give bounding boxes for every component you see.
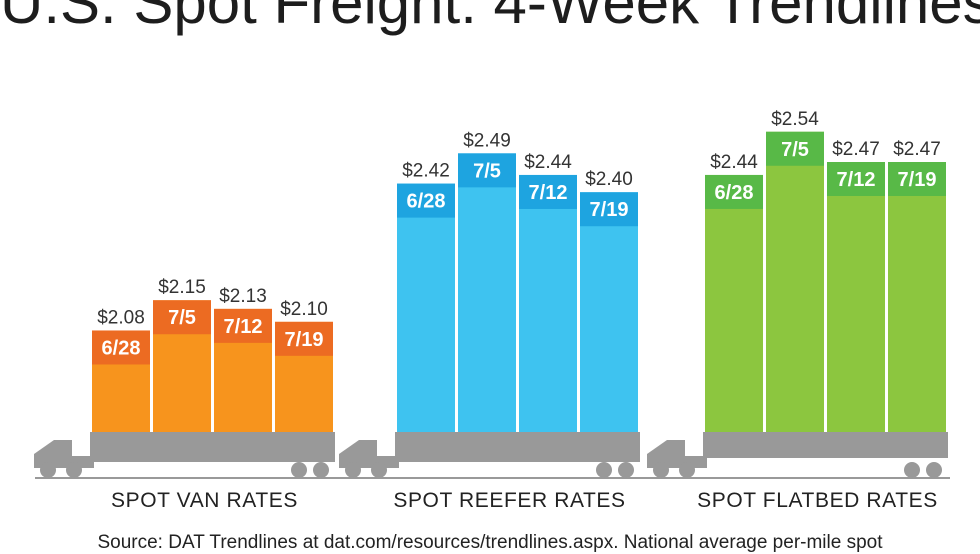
bar-date-band: [153, 300, 211, 335]
bar-date-label: 7/19: [590, 199, 629, 221]
bar-date-band: [92, 330, 150, 365]
bar-value-label: $2.44: [524, 152, 572, 173]
bar-date-band: [705, 174, 763, 209]
bar: [888, 162, 946, 432]
trailer-wheel: [596, 462, 612, 478]
bar-date-label: 7/12: [529, 182, 568, 204]
bar-date-band: [827, 162, 885, 196]
bar-value-label: $2.44: [710, 152, 758, 173]
cab-wheel: [66, 462, 82, 478]
bar-date-label: 7/12: [837, 169, 876, 191]
bar-date-label: 7/5: [473, 160, 501, 182]
bar-date-band: [458, 153, 516, 188]
truck-cab: [647, 440, 685, 468]
bar-group-1: 6/28 $2.08 7/5 $2.15 7/12 $2.13 7/19 $2.10 SPOT …: [34, 277, 335, 512]
bar-group-3: 6/28 $2.44 7/5 $2.54 7/12 $2.47 7/19 $2.47 SPOT …: [647, 109, 948, 512]
bar: [766, 131, 824, 432]
bar-date-label: 6/28: [407, 191, 446, 213]
bar-date-band: [888, 162, 946, 196]
bar: [827, 162, 885, 432]
bar-date-band: [214, 308, 272, 343]
cab-wheel: [679, 462, 695, 478]
trailer-wheel: [904, 462, 920, 478]
bar-value-label: $2.13: [219, 286, 267, 307]
bar-date-band: [275, 321, 333, 356]
bar-date-band: [766, 131, 824, 166]
group-label: SPOT FLATBED RATES: [697, 489, 938, 512]
bar-value-label: $2.42: [402, 161, 450, 182]
bar-value-label: $2.47: [832, 139, 880, 160]
cab-wheel: [345, 462, 361, 478]
bar-date-label: 7/5: [168, 307, 196, 329]
trailer-body: [395, 432, 640, 462]
bar: [519, 174, 577, 432]
bar-date-label: 7/19: [898, 169, 937, 191]
source-note: Source: DAT Trendlines at dat.com/resour…: [97, 532, 883, 553]
truck-cab: [34, 440, 72, 468]
bar-value-label: $2.40: [585, 169, 633, 190]
group-label: SPOT VAN RATES: [111, 489, 298, 512]
bar: [397, 183, 455, 432]
page-title: U.S. Spot Freight: 4-Week Trendlines: [0, 0, 980, 36]
trailer-wheel: [313, 462, 329, 478]
bar-date-band: [580, 192, 638, 227]
truck-cab: [339, 440, 377, 468]
bar-date-label: 6/28: [102, 337, 141, 359]
bar-value-label: $2.54: [771, 109, 819, 130]
bar-value-label: $2.49: [463, 130, 511, 151]
bar-date-label: 7/12: [224, 316, 263, 338]
trailer-bed: [703, 432, 948, 458]
cab-wheel: [653, 462, 669, 478]
bar-date-band: [519, 174, 577, 209]
trailer-body: [90, 432, 335, 462]
bar-group-2: 6/28 $2.42 7/5 $2.49 7/12 $2.44 7/19 $2.40 SPOT …: [339, 130, 640, 512]
bar-date-label: 7/19: [285, 329, 324, 351]
cab-wheel: [40, 462, 56, 478]
bar-value-label: $2.47: [893, 139, 941, 160]
bar-date-band: [397, 183, 455, 218]
group-label: SPOT REEFER RATES: [393, 489, 625, 512]
bar-value-label: $2.15: [158, 277, 206, 298]
bar: [458, 153, 516, 433]
trailer-wheel: [291, 462, 307, 478]
bar-date-label: 7/5: [781, 139, 809, 161]
bar-date-label: 6/28: [715, 182, 754, 204]
bar: [705, 174, 763, 432]
bar-value-label: $2.10: [280, 299, 328, 320]
bar: [580, 192, 638, 432]
trailer-wheel: [926, 462, 942, 478]
bar-value-label: $2.08: [97, 307, 145, 328]
trailer-wheel: [618, 462, 634, 478]
cab-wheel: [371, 462, 387, 478]
